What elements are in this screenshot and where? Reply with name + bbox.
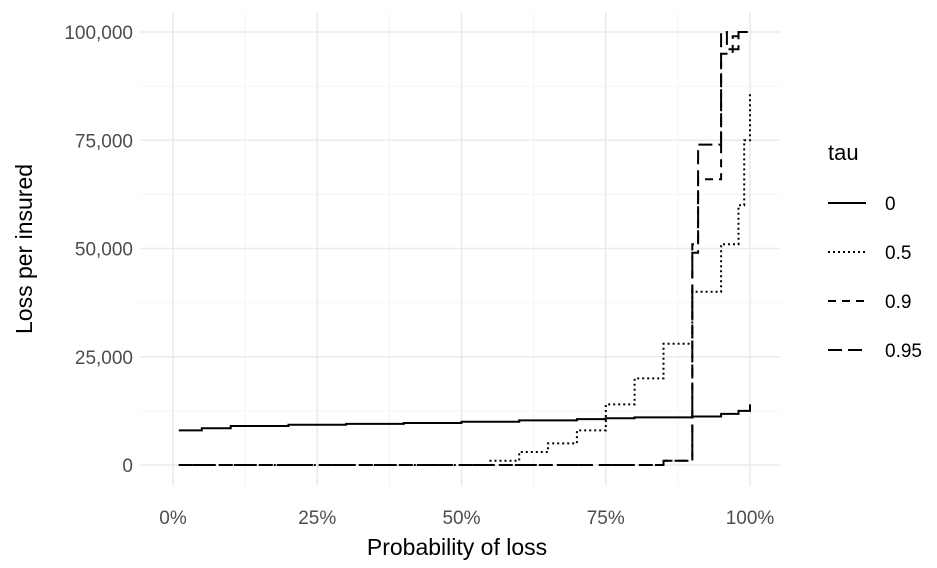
legend-items: 0 0.5 0.9 0.95	[828, 194, 922, 362]
y-axis-ticks: 0 25,000 50,000 75,000 100,000	[64, 23, 133, 477]
legend-title: tau	[828, 140, 859, 165]
y-tick-label: 25,000	[75, 348, 133, 369]
legend-label: 0.95	[885, 341, 922, 362]
y-tick-label: 100,000	[64, 23, 133, 44]
x-tick-label: 25%	[298, 508, 336, 529]
series-line-0.95	[178, 31, 750, 466]
legend-label: 0.5	[885, 243, 911, 264]
legend-label: 0	[885, 194, 896, 215]
legend: tau 0 0.5 0.9 0.95	[828, 140, 922, 362]
series-line-0	[178, 404, 751, 432]
x-tick-label: 0%	[159, 508, 187, 529]
x-tick-label: 100%	[726, 508, 775, 529]
y-axis-title: Loss per insured	[11, 164, 37, 334]
series-group	[178, 31, 751, 466]
y-tick-label: 0	[122, 456, 133, 477]
x-tick-label: 75%	[587, 508, 625, 529]
x-tick-label: 50%	[442, 508, 480, 529]
x-axis-title: Probability of loss	[367, 534, 547, 560]
legend-label: 0.9	[885, 292, 911, 313]
y-tick-label: 75,000	[75, 131, 133, 152]
y-tick-label: 50,000	[75, 240, 133, 261]
x-axis-ticks: 0% 25% 50% 75% 100%	[159, 508, 774, 529]
